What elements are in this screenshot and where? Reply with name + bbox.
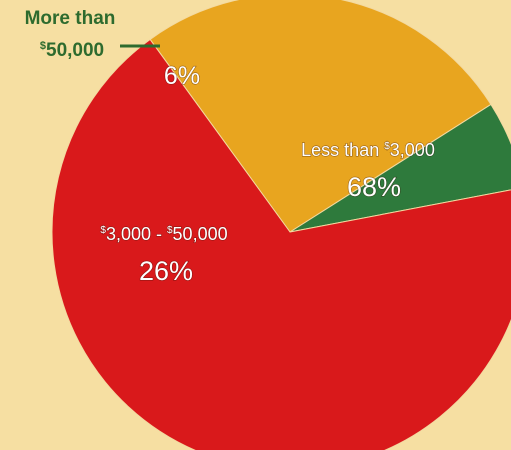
- yellow-label-dollar-2: $: [167, 225, 173, 236]
- callout-label-line1: More than: [25, 8, 116, 29]
- red-slice-value-label: 68%: [347, 172, 401, 202]
- callout-dollar-sign: $: [40, 40, 46, 52]
- pie-slices: [51, 0, 511, 450]
- yellow-label-amount-2: 50,000: [173, 224, 228, 244]
- yellow-label-amount-1: 3,000 -: [106, 224, 167, 244]
- yellow-label-dollar-1: $: [100, 225, 106, 236]
- red-label-dollar: $: [384, 141, 390, 152]
- yellow-slice: [149, 0, 492, 233]
- yellow-slice-category-label: $3,000 - $50,000: [100, 224, 227, 244]
- red-slice: [51, 38, 511, 450]
- callout-amount: 50,000: [46, 40, 104, 61]
- callout-label-line2: $50,000: [40, 40, 104, 61]
- yellow-slice-value-label: 26%: [139, 256, 193, 286]
- red-slice-category-label: Less than $3,000: [301, 140, 435, 160]
- red-label-amount: 3,000: [390, 140, 435, 160]
- green-slice-value-label: 6%: [164, 62, 200, 90]
- red-label-text: Less than: [301, 140, 384, 160]
